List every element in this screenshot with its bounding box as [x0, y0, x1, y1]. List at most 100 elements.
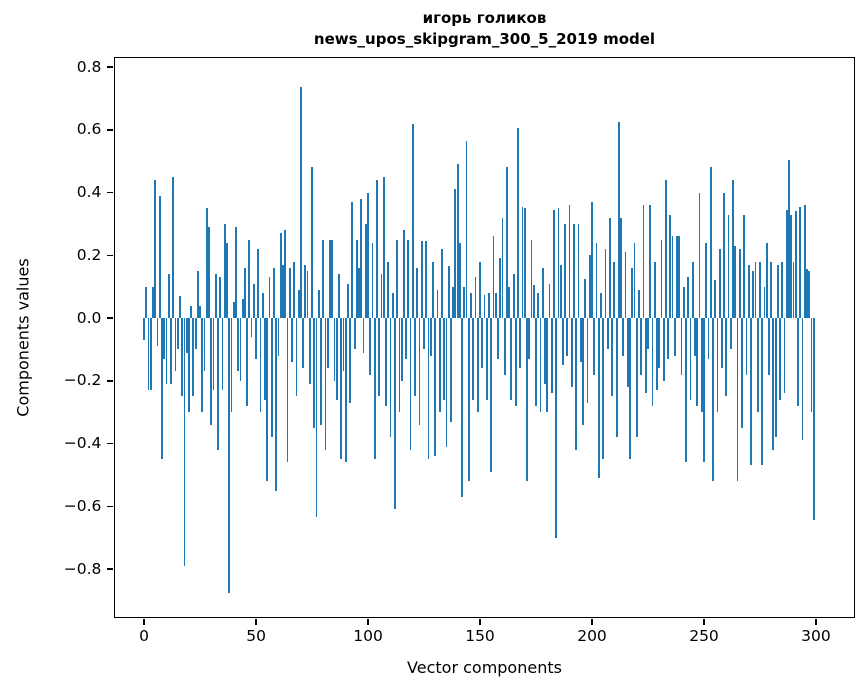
bar	[438, 318, 441, 413]
bar	[691, 261, 694, 319]
bar	[425, 241, 428, 319]
bar	[521, 206, 524, 319]
bar	[436, 289, 439, 319]
bar	[284, 230, 287, 319]
bar	[400, 318, 403, 381]
bar	[696, 318, 699, 406]
bar	[557, 208, 560, 319]
bar	[647, 318, 649, 350]
bar	[158, 195, 161, 319]
bar	[308, 318, 311, 384]
bar	[481, 318, 484, 369]
bar	[729, 318, 732, 350]
bar	[651, 318, 654, 406]
bar	[698, 192, 701, 319]
bar	[398, 318, 401, 413]
bar	[727, 214, 730, 319]
bar	[246, 318, 248, 406]
bar	[772, 318, 775, 450]
bar	[479, 261, 481, 319]
bar	[286, 318, 289, 463]
bar	[145, 286, 148, 319]
y-tick-mark	[107, 568, 114, 570]
bar	[306, 271, 309, 319]
bar	[568, 205, 571, 319]
bar	[492, 236, 495, 319]
bar	[149, 318, 152, 391]
chart-title-line2: news_upos_skipgram_300_5_2019 model	[313, 30, 656, 48]
bar	[774, 318, 777, 438]
bar	[501, 217, 504, 319]
bar	[535, 318, 537, 406]
bar	[759, 261, 761, 319]
bar	[626, 318, 629, 388]
bar	[463, 286, 466, 319]
bar	[208, 227, 210, 319]
bar	[391, 292, 394, 319]
bar	[682, 286, 685, 319]
bar	[210, 318, 213, 425]
bar	[785, 209, 788, 319]
bar	[201, 318, 204, 413]
bar	[432, 261, 434, 319]
bar	[165, 318, 168, 384]
bar	[801, 318, 804, 441]
bar	[806, 269, 808, 319]
bar	[642, 205, 645, 319]
bar	[714, 280, 717, 319]
bar	[340, 318, 343, 460]
bar	[532, 285, 535, 319]
bar	[718, 249, 721, 319]
bar	[293, 261, 296, 319]
bar	[369, 318, 372, 375]
bar	[497, 318, 499, 359]
bar	[588, 255, 591, 319]
bar	[671, 236, 674, 319]
bar	[228, 318, 231, 593]
bar	[320, 318, 322, 425]
bar	[676, 236, 678, 319]
bar	[351, 201, 354, 319]
bar	[783, 318, 786, 394]
bar	[512, 274, 515, 319]
bar	[597, 318, 600, 479]
bar	[176, 318, 179, 350]
x-tick-label: 0	[139, 627, 150, 645]
bar	[450, 318, 452, 422]
bar	[295, 318, 298, 397]
bar	[591, 201, 593, 319]
bar	[799, 206, 802, 319]
y-tick-label: −0.2	[63, 371, 102, 390]
bar	[564, 223, 566, 319]
bar	[270, 318, 273, 438]
bar	[447, 266, 450, 319]
bar	[553, 209, 555, 319]
x-tick-label: 50	[246, 627, 266, 645]
bar	[559, 264, 562, 319]
x-axis-label: Vector components	[407, 658, 562, 677]
bar	[586, 318, 589, 403]
bar	[420, 241, 423, 319]
bar	[214, 274, 217, 319]
bar	[503, 318, 506, 375]
bar	[602, 318, 605, 460]
bar	[550, 318, 553, 394]
bar	[232, 302, 235, 319]
bar	[465, 140, 468, 319]
bar	[389, 318, 392, 438]
bar	[203, 318, 206, 372]
bar	[544, 318, 546, 384]
bar	[794, 211, 797, 319]
bar	[324, 318, 327, 450]
bar	[768, 318, 770, 375]
bar	[282, 264, 284, 319]
bar	[709, 167, 712, 319]
bar	[217, 318, 219, 450]
bar	[788, 159, 790, 319]
x-tick-mark	[815, 618, 817, 625]
bar	[635, 318, 638, 438]
bar	[716, 318, 719, 413]
bar	[472, 318, 475, 400]
bar	[427, 318, 430, 460]
bar	[810, 318, 813, 413]
